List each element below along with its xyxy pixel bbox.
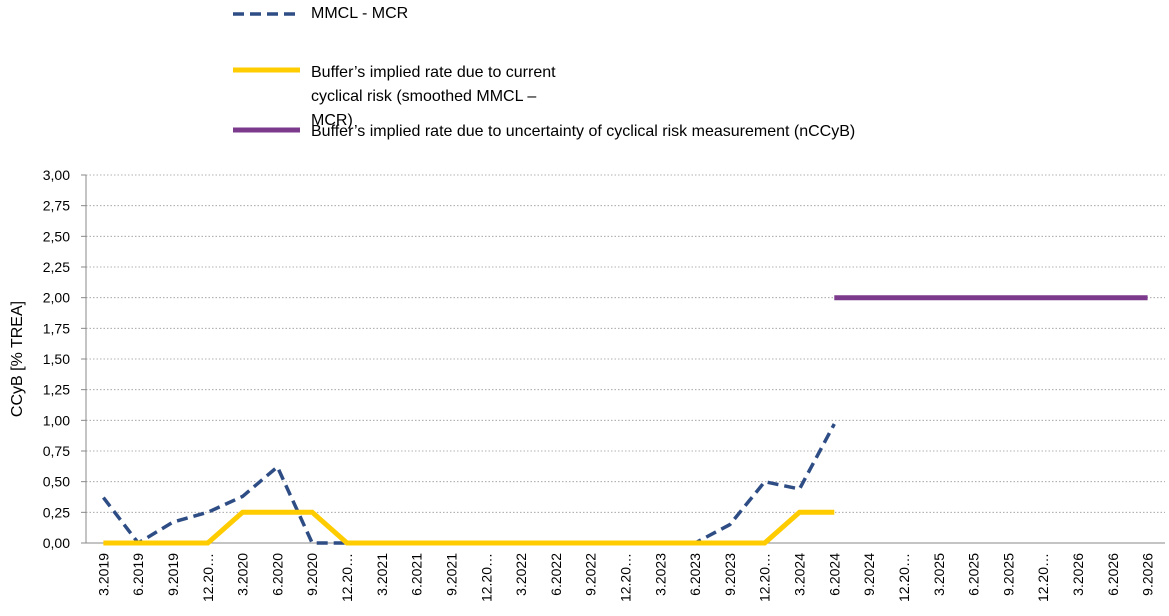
y-tick-label: 0,75 xyxy=(43,443,70,459)
series-line xyxy=(103,509,835,546)
x-tick-label: 12.20… xyxy=(339,553,355,602)
x-tick-label: 6.2022 xyxy=(548,553,564,596)
y-tick-label: 2,75 xyxy=(43,198,70,214)
y-axis-label: CCyB [% TREA] xyxy=(9,301,26,417)
x-tick-label: 12.20… xyxy=(478,553,494,602)
x-tick-label: 3.2025 xyxy=(931,553,947,596)
legend-label: MMCL - MCR xyxy=(311,5,409,22)
y-tick-label: 2,00 xyxy=(43,290,70,306)
x-tick-label: 12.20… xyxy=(200,553,216,602)
x-tick-label: 12.20… xyxy=(1035,553,1051,602)
series-line xyxy=(102,423,836,546)
legend-label: Buffer’s implied rate due to current cyc… xyxy=(311,64,556,129)
y-tick-label: 0,25 xyxy=(43,504,70,520)
x-tick-label: 6.2026 xyxy=(1105,553,1121,596)
y-tick-label: 2,25 xyxy=(43,259,70,275)
y-tick-label: 1,00 xyxy=(43,412,70,428)
y-tick-label: 1,75 xyxy=(43,320,70,336)
x-tick-label: 6.2024 xyxy=(826,553,842,596)
x-tick-label: 6.2020 xyxy=(269,553,285,596)
y-tick-label: 3,00 xyxy=(43,167,70,183)
x-tick-label: 12.20… xyxy=(618,553,634,602)
x-tick-label: 3.2023 xyxy=(652,553,668,596)
y-tick-label: 0,50 xyxy=(43,474,70,490)
x-tick-label: 6.2021 xyxy=(409,553,425,596)
legend-label: Buffer’s implied rate due to uncertainty… xyxy=(311,123,856,140)
x-tick-label: 9.2022 xyxy=(583,553,599,596)
x-tick-label: 12.20… xyxy=(757,553,773,602)
x-tick-label: 9.2021 xyxy=(443,553,459,596)
y-tick-label: 1,50 xyxy=(43,351,70,367)
x-tick-label: 3.2020 xyxy=(235,553,251,596)
x-tick-label: 6.2023 xyxy=(687,553,703,596)
x-tick-label: 3.2026 xyxy=(1070,553,1086,596)
x-tick-label: 6.2019 xyxy=(130,553,146,596)
x-tick-label: 9.2025 xyxy=(1000,553,1016,596)
x-tick-label: 12.20… xyxy=(896,553,912,602)
x-tick-label: 9.2019 xyxy=(165,553,181,596)
y-tick-label: 2,50 xyxy=(43,228,70,244)
y-tick-label: 1,25 xyxy=(43,382,70,398)
x-tick-label: 3.2019 xyxy=(95,553,111,596)
x-tick-label: 3.2021 xyxy=(374,553,390,596)
y-tick-label: 0,00 xyxy=(43,535,70,551)
x-tick-label: 3.2022 xyxy=(513,553,529,596)
x-tick-label: 3.2024 xyxy=(792,553,808,596)
x-tick-label: 6.2025 xyxy=(966,553,982,596)
x-tick-label: 9.2026 xyxy=(1140,553,1156,596)
x-tick-label: 9.2024 xyxy=(861,553,877,596)
x-tick-label: 9.2023 xyxy=(722,553,738,596)
x-tick-label: 9.2020 xyxy=(304,553,320,596)
